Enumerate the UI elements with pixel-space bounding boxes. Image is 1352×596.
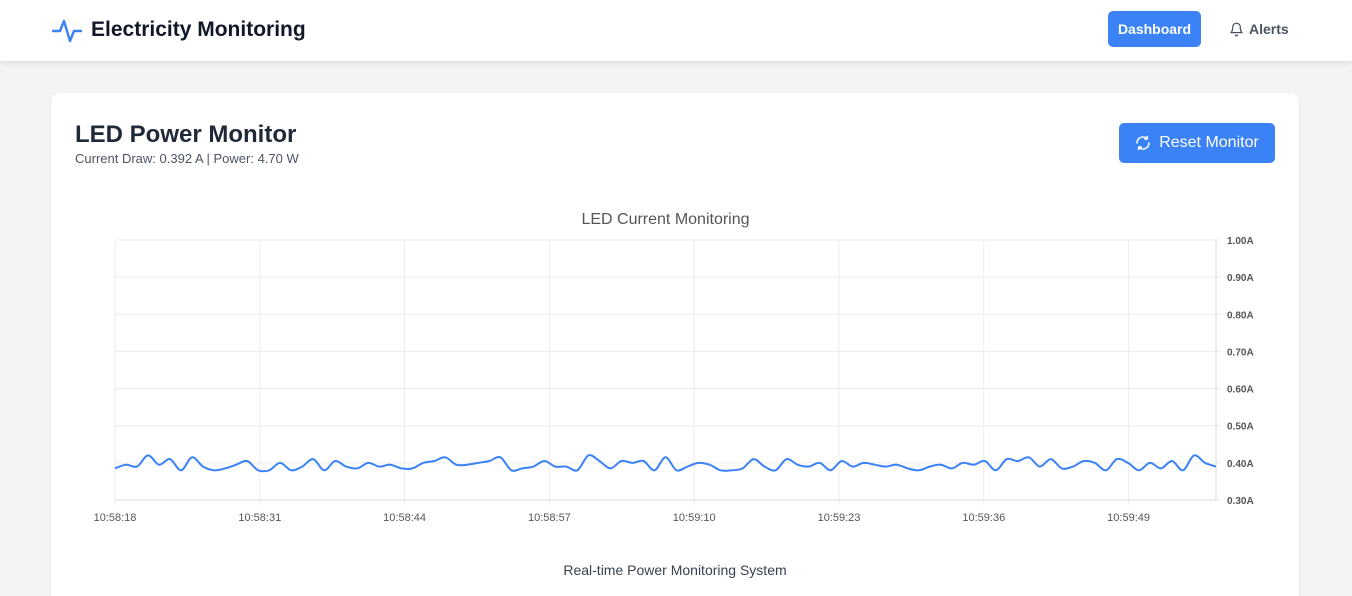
refresh-icon [1135,135,1159,151]
current-line-chart: LED Current Monitoring 1.00A 0.90A 0.80A 0.7… [94,211,1254,524]
x-tick-label: 10:59:23 [818,512,861,524]
brand[interactable]: Electricity Monitoring [51,14,306,46]
card-title: LED Power Monitor [75,121,297,148]
bell-icon [1229,22,1249,37]
reset-monitor-label: Reset Monitor [1159,134,1259,151]
current-series-line [114,454,1217,473]
x-tick-label: 10:58:44 [383,512,426,524]
app-title: Electricity Monitoring [91,18,306,41]
dashboard-button[interactable]: Dashboard [1108,11,1201,47]
y-tick-label: 0.70A [1227,347,1254,358]
alerts-link[interactable]: Alerts [1229,19,1289,39]
current-power-readout: Current Draw: 0.392 A | Power: 4.70 W [75,151,299,166]
y-tick-label: 0.80A [1227,310,1254,321]
y-tick-label: 0.40A [1227,459,1254,470]
reset-monitor-button[interactable]: Reset Monitor [1119,123,1275,163]
x-tick-label: 10:58:31 [238,512,281,524]
alerts-label: Alerts [1249,21,1289,37]
x-tick-label: 10:59:10 [673,512,716,524]
y-tick-label: 0.30A [1227,496,1254,507]
y-tick-label: 0.90A [1227,273,1254,284]
pulse-icon [51,15,83,45]
chart-title: LED Current Monitoring [581,211,749,228]
x-tick-label: 10:59:36 [962,512,1005,524]
x-tick-label: 10:59:49 [1107,512,1150,524]
x-tick-label: 10:58:57 [528,512,571,524]
x-tick-label: 10:58:18 [94,512,137,524]
footer-text: Real-time Power Monitoring System [563,562,787,578]
top-navbar: Electricity Monitoring Dashboard Alerts [0,0,1352,61]
monitor-card: LED Power Monitor Current Draw: 0.392 A … [51,93,1299,596]
y-tick-label: 1.00A [1227,236,1254,247]
y-tick-label: 0.50A [1227,422,1254,433]
y-tick-label: 0.60A [1227,385,1254,396]
